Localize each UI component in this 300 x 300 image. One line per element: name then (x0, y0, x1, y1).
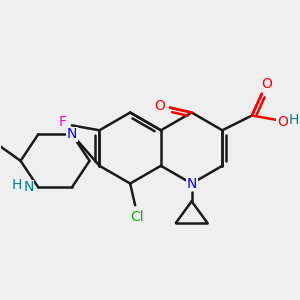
Text: O: O (277, 116, 288, 129)
Text: O: O (261, 77, 272, 91)
Text: Cl: Cl (130, 210, 144, 224)
Text: N: N (187, 176, 197, 190)
Text: F: F (59, 116, 67, 129)
Text: N: N (67, 127, 77, 141)
Text: O: O (155, 99, 166, 112)
Text: H: H (288, 113, 298, 128)
Text: N: N (23, 181, 34, 194)
Text: H: H (11, 178, 22, 193)
